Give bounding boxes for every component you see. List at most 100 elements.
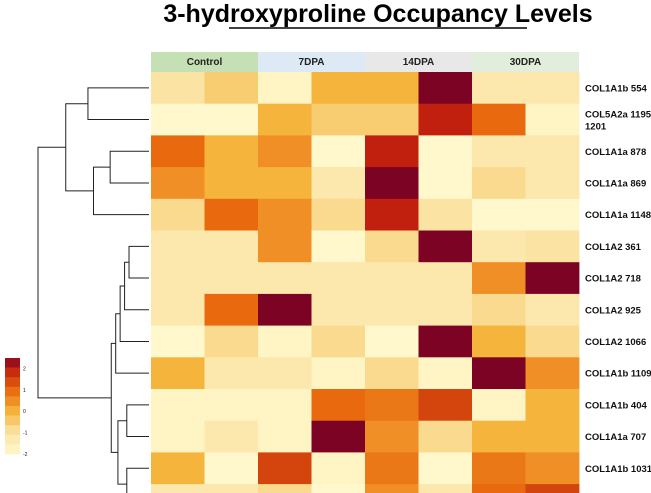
heatmap-cell bbox=[258, 420, 312, 453]
heatmap-cell bbox=[472, 325, 526, 358]
row-label: COL1A1a 1148 bbox=[585, 210, 651, 221]
legend-swatch bbox=[5, 425, 20, 436]
heatmap-cell bbox=[472, 103, 526, 136]
heatmap-cell bbox=[365, 389, 419, 422]
heatmap-cell bbox=[365, 293, 419, 326]
heatmap-cell bbox=[311, 103, 366, 136]
dendrogram-branch bbox=[109, 150, 149, 184]
dendrogram-branch bbox=[93, 166, 149, 216]
legend-swatch bbox=[5, 377, 20, 388]
row-label: COL1A1b 404 bbox=[585, 400, 647, 411]
heatmap-cell bbox=[204, 357, 259, 390]
heatmap-cell bbox=[472, 389, 526, 422]
heatmap-cell bbox=[311, 72, 366, 105]
heatmap-cell bbox=[311, 452, 366, 485]
heatmap-cell bbox=[258, 452, 312, 485]
heatmap-cell bbox=[472, 198, 526, 231]
row-label: COL1A1a 878 bbox=[585, 147, 646, 158]
heatmap-cell bbox=[525, 357, 580, 390]
row-label: COL1A1a 869 bbox=[585, 178, 646, 189]
heatmap-cell bbox=[151, 167, 205, 200]
legend-swatch bbox=[5, 444, 20, 455]
heatmap-cell bbox=[258, 198, 312, 231]
heatmap-cell bbox=[472, 72, 526, 105]
legend-tick-label: -1 bbox=[23, 430, 28, 436]
heatmap-cell bbox=[418, 484, 473, 493]
dendrogram-branch bbox=[124, 261, 149, 311]
heatmap-cell bbox=[418, 135, 473, 168]
row-label: COL1A1b 1109 bbox=[585, 369, 651, 380]
group-header-bg bbox=[365, 52, 472, 72]
legend-tick-label: 2 bbox=[23, 366, 26, 372]
heatmap-cell bbox=[151, 293, 205, 326]
heatmap-cell bbox=[365, 357, 419, 390]
heatmap-cell bbox=[365, 72, 419, 105]
row-label: COL1A2 361 bbox=[585, 242, 642, 253]
heatmap-cell bbox=[204, 135, 259, 168]
row-label: COL1A2 925 bbox=[585, 305, 642, 316]
heatmap-cell bbox=[311, 262, 366, 295]
heatmap-cell bbox=[418, 452, 473, 485]
row-label: COL1A2 1066 bbox=[585, 337, 646, 348]
heatmap-cell bbox=[151, 262, 205, 295]
heatmap-cell bbox=[151, 198, 205, 231]
heatmap-cell bbox=[472, 452, 526, 485]
chart-title: 3-hydroxyproline Occupancy Levels bbox=[163, 0, 592, 28]
heatmap-cell bbox=[204, 72, 259, 105]
group-header-label: 7DPA bbox=[299, 57, 325, 68]
heatmap-cell bbox=[525, 230, 580, 263]
group-header-bg bbox=[258, 52, 365, 72]
row-label: 1201 bbox=[585, 122, 607, 133]
heatmap-cells bbox=[151, 72, 580, 493]
heatmap-cell bbox=[151, 389, 205, 422]
dendrogram-branch bbox=[65, 103, 94, 192]
group-header-label: 30DPA bbox=[510, 57, 542, 68]
heatmap-cell bbox=[472, 484, 526, 493]
heatmap-cell bbox=[365, 452, 419, 485]
heatmap-cell bbox=[311, 230, 366, 263]
group-header-label: Control bbox=[187, 57, 223, 68]
color-scale-legend: 2 1 0 -1 -2 bbox=[5, 358, 28, 458]
heatmap-cell bbox=[365, 484, 419, 493]
heatmap-cell bbox=[525, 167, 580, 200]
heatmap-cell bbox=[418, 103, 473, 136]
legend-tick-label: 1 bbox=[23, 388, 26, 394]
heatmap-cell bbox=[204, 103, 259, 136]
heatmap-cell bbox=[525, 198, 580, 231]
heatmap-cell bbox=[311, 135, 366, 168]
heatmap-cell bbox=[365, 230, 419, 263]
dendrogram-branch bbox=[126, 467, 149, 493]
heatmap-cell bbox=[258, 325, 312, 358]
heatmap-cell bbox=[151, 484, 205, 493]
heatmap-cell bbox=[525, 420, 580, 453]
heatmap-cell bbox=[525, 135, 580, 168]
heatmap-cell bbox=[365, 420, 419, 453]
heatmap-cell bbox=[525, 389, 580, 422]
heatmap-cell bbox=[311, 484, 366, 493]
heatmap-cell bbox=[151, 452, 205, 485]
heatmap-cell bbox=[204, 167, 259, 200]
group-header-bg bbox=[472, 52, 579, 72]
heatmap-cell bbox=[525, 325, 580, 358]
heatmap-cell bbox=[418, 357, 473, 390]
heatmap-cell bbox=[311, 357, 366, 390]
legend-tick-label: -2 bbox=[23, 452, 28, 458]
row-label: COL1A2 718 bbox=[585, 274, 641, 285]
legend-tick-label: 0 bbox=[23, 409, 26, 415]
dendrogram-branch bbox=[126, 404, 149, 438]
legend-swatch bbox=[5, 396, 20, 407]
heatmap-cell bbox=[472, 293, 526, 326]
group-headers: Control 7DPA 14DPA 30DPA bbox=[151, 52, 579, 72]
heatmap-cell bbox=[151, 103, 205, 136]
heatmap-cell bbox=[311, 325, 366, 358]
heatmap-cell bbox=[258, 484, 312, 493]
heatmap-cell bbox=[472, 135, 526, 168]
dendrogram-branch bbox=[128, 245, 149, 279]
heatmap-cell bbox=[258, 389, 312, 422]
heatmap-cell bbox=[204, 325, 259, 358]
heatmap-cell bbox=[311, 198, 366, 231]
heatmap-cell bbox=[204, 230, 259, 263]
heatmap-cell bbox=[525, 452, 580, 485]
heatmap-cell bbox=[204, 484, 259, 493]
heatmap-cell bbox=[365, 135, 419, 168]
